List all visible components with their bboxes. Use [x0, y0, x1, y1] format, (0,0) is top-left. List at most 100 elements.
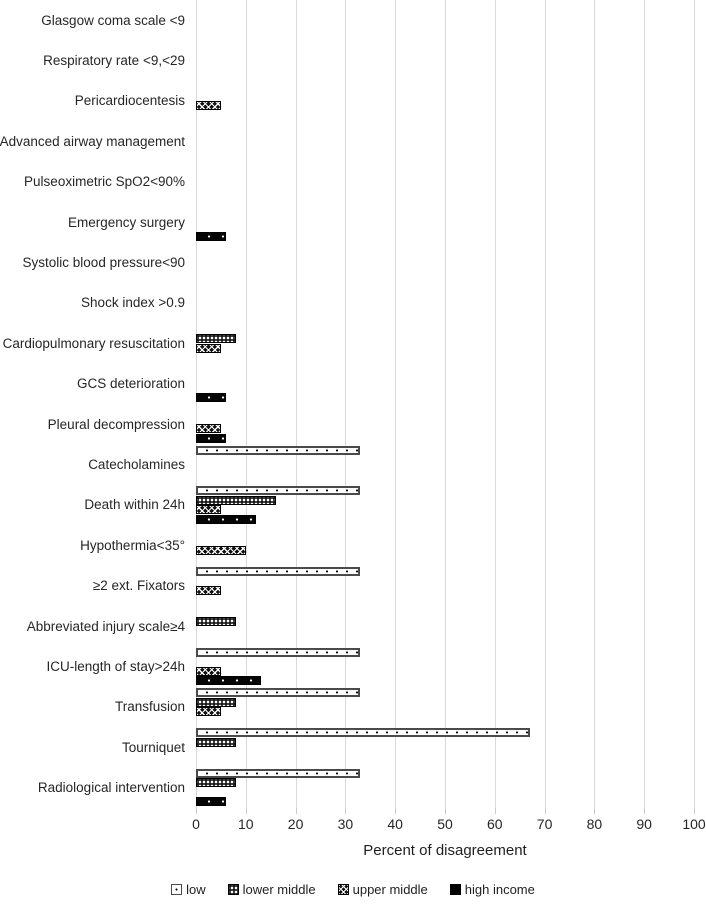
bar-low	[196, 728, 530, 738]
category-label: Shock index >0.9	[81, 295, 185, 311]
gridline	[544, 0, 546, 808]
category-label: ≥2 ext. Fixators	[92, 578, 185, 594]
category-row	[196, 767, 694, 807]
series-slot	[196, 433, 694, 444]
bar-upper-middle	[196, 424, 221, 434]
x-tick-mark	[245, 808, 247, 814]
series-slot	[196, 666, 694, 676]
bar-low	[196, 486, 361, 496]
legend: low lower middle upper middle high income	[0, 882, 706, 897]
series-slot	[196, 716, 694, 726]
series-slot	[196, 688, 694, 698]
series-slot	[196, 545, 694, 555]
bar-upper-middle	[196, 585, 221, 595]
series-slot	[196, 566, 694, 577]
legend-label: upper middle	[352, 882, 428, 897]
category-label: Tourniquet	[121, 739, 185, 755]
series-slot	[196, 747, 694, 757]
x-tick-label: 10	[238, 816, 254, 832]
x-tick-label: 90	[636, 816, 652, 832]
bar-low	[196, 768, 361, 778]
bar-high-income	[196, 231, 226, 241]
series-slot	[196, 576, 694, 586]
bar-upper-middle	[196, 666, 221, 676]
category-label: Respiratory rate <9,<29	[43, 53, 185, 69]
category-row	[196, 121, 694, 161]
x-tick-mark	[345, 808, 347, 814]
category-row	[196, 525, 694, 565]
x-tick-label: 40	[387, 816, 403, 832]
category-row	[196, 0, 694, 40]
legend-swatch-icon	[227, 884, 239, 895]
gridline	[395, 0, 397, 808]
category-label: Glasgow coma scale <9	[41, 12, 185, 28]
legend-item-upper-middle: upper middle	[337, 882, 428, 897]
x-axis-ticks	[196, 808, 695, 815]
x-tick-mark	[196, 808, 197, 814]
category-label: Radiological intervention	[37, 780, 185, 796]
bar-low	[196, 688, 361, 698]
series-slot	[196, 20, 694, 30]
series-slot	[196, 464, 694, 474]
gridline	[245, 0, 247, 808]
category-label: Abbreviated injury scale≥4	[26, 618, 185, 634]
plot-area	[196, 0, 695, 808]
series-slot	[196, 222, 694, 232]
category-label: Advanced airway management	[0, 133, 185, 149]
series-slot	[196, 303, 694, 313]
gridline	[644, 0, 646, 808]
series-slot	[196, 445, 694, 455]
x-tick-label: 70	[536, 816, 553, 832]
series-slot	[196, 595, 694, 605]
bar-lower-middle	[196, 495, 276, 505]
series-slot	[196, 82, 694, 92]
legend-item-low: low	[171, 882, 206, 897]
x-tick-mark	[544, 808, 546, 814]
series-slot	[196, 505, 694, 515]
category-row	[196, 404, 694, 444]
x-tick-label: 80	[586, 816, 603, 832]
series-slot	[196, 284, 694, 294]
category-label: Pulseoximetric SpO2<90%	[24, 174, 185, 190]
category-label: GCS deterioration	[76, 376, 185, 392]
gridline	[594, 0, 596, 808]
x-tick-label: 50	[437, 816, 453, 832]
series-slot	[196, 42, 694, 52]
category-row	[196, 40, 694, 80]
bar-high-income	[196, 433, 226, 443]
category-label: Systolic blood pressure<90	[22, 255, 185, 271]
series-slot	[196, 514, 694, 524]
series-slot	[196, 707, 694, 717]
series-slot	[196, 182, 694, 192]
bar-high-income	[196, 797, 226, 807]
bar-upper-middle	[196, 505, 221, 515]
series-slot	[196, 424, 694, 434]
series-slot	[196, 244, 694, 254]
legend-swatch-icon	[171, 884, 183, 895]
series-slot	[196, 474, 694, 484]
category-labels: Glasgow coma scale <9 Respiratory rate <9…	[0, 0, 192, 808]
series-slot	[196, 101, 694, 111]
series-slot	[196, 70, 694, 80]
bar-high-income	[196, 676, 261, 686]
bar-high-income	[196, 514, 256, 524]
series-slot	[196, 374, 694, 384]
series-slot	[196, 657, 694, 667]
category-row	[196, 81, 694, 121]
series-slot	[196, 334, 694, 344]
bar-high-income	[196, 393, 226, 403]
series-slot	[196, 585, 694, 596]
series-slot	[196, 110, 694, 120]
category-row	[196, 364, 694, 404]
series-slot	[196, 132, 694, 142]
category-row	[196, 323, 694, 363]
gridline	[295, 0, 297, 808]
category-label: ICU-length of stay>24h	[46, 658, 185, 674]
series-slot	[196, 172, 694, 182]
legend-swatch-icon	[449, 884, 461, 895]
category-row	[196, 727, 694, 767]
x-tick-mark	[395, 808, 397, 814]
x-axis-title: Percent of disagreement	[363, 842, 527, 859]
x-tick-label: 0	[192, 816, 200, 832]
series-slot	[196, 697, 694, 707]
